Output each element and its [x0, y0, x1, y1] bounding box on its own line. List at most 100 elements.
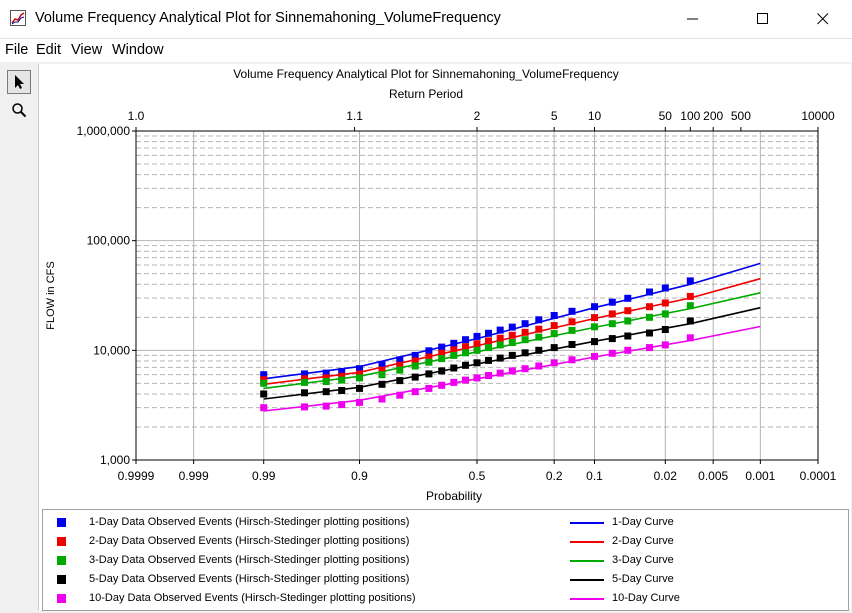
y-tick-label: 100,000	[87, 234, 131, 248]
data-point	[496, 354, 504, 362]
x-tick-label: 0.5	[469, 469, 486, 483]
data-point	[378, 371, 386, 379]
data-point	[646, 288, 653, 296]
data-point	[338, 376, 346, 384]
legend-marker	[57, 575, 66, 584]
data-point	[301, 375, 308, 383]
data-point	[550, 312, 558, 319]
pointer-tool-button[interactable]	[7, 70, 31, 94]
data-point	[496, 341, 504, 349]
data-point	[608, 349, 616, 357]
data-point	[396, 366, 404, 374]
data-point	[535, 362, 543, 370]
data-point	[686, 317, 694, 325]
legend-label: 1-Day Data Observed Events (Hirsch-Stedi…	[89, 516, 410, 528]
data-point	[473, 340, 481, 348]
close-icon	[817, 13, 829, 25]
y-tick-label: 10,000	[93, 343, 130, 357]
data-point	[438, 349, 446, 357]
chart-title: Volume Frequency Analytical Plot for Sin…	[233, 67, 619, 81]
data-point	[425, 370, 433, 378]
data-point	[396, 391, 404, 399]
zoom-tool-button[interactable]	[7, 98, 31, 122]
data-point	[438, 381, 446, 389]
data-point	[608, 320, 616, 328]
data-point	[338, 387, 346, 394]
data-point	[378, 366, 386, 374]
x-tick-label: 0.9999	[118, 469, 155, 483]
data-point	[356, 370, 363, 378]
menu-edit[interactable]: Edit	[36, 42, 61, 58]
data-point	[425, 353, 433, 361]
legend-label: 5-Day Curve	[612, 573, 674, 585]
data-point	[521, 349, 529, 357]
data-point	[591, 338, 598, 346]
chart-legend: 1-Day Data Observed Events (Hirsch-Stedi…	[42, 509, 849, 611]
top-tick-label: 1.1	[346, 109, 363, 123]
data-point	[322, 402, 330, 410]
data-point	[411, 351, 419, 359]
data-point	[301, 370, 308, 378]
data-point	[550, 330, 558, 338]
data-point	[438, 343, 446, 351]
top-tick-label: 1.0	[128, 109, 145, 123]
data-point	[624, 307, 632, 315]
data-point	[450, 364, 458, 372]
data-point	[425, 347, 433, 355]
data-point	[450, 346, 458, 354]
data-point	[508, 367, 516, 375]
y-tick-label: 1,000	[100, 453, 130, 467]
data-point	[301, 403, 308, 411]
top-tick-label: 2	[474, 109, 481, 123]
data-point	[591, 352, 598, 360]
data-point	[686, 302, 694, 310]
data-point	[508, 339, 516, 346]
data-point	[462, 349, 469, 357]
data-point	[462, 336, 469, 344]
data-point	[496, 334, 504, 342]
data-point	[686, 277, 694, 285]
data-point	[535, 333, 543, 341]
maximize-button[interactable]	[740, 0, 786, 38]
legend-marker	[57, 518, 66, 527]
data-point	[496, 326, 504, 334]
close-button[interactable]	[800, 0, 846, 38]
data-point	[260, 371, 268, 379]
data-point	[378, 380, 386, 388]
menu-file[interactable]: File	[5, 42, 29, 58]
data-point	[322, 378, 330, 385]
data-point	[485, 344, 492, 352]
legend-label: 2-Day Curve	[612, 535, 674, 547]
data-point	[462, 361, 469, 369]
data-point	[568, 318, 576, 326]
x-tick-label: 0.2	[546, 469, 563, 483]
y-tick-label: 1,000,000	[77, 124, 131, 138]
data-point	[438, 367, 446, 375]
data-point	[411, 357, 419, 365]
legend-label: 2-Day Data Observed Events (Hirsch-Stedi…	[89, 535, 410, 547]
menu-window[interactable]: Window	[112, 42, 164, 58]
legend-line	[570, 522, 604, 524]
x-tick-label: 0.005	[698, 469, 728, 483]
data-point	[260, 379, 268, 387]
data-point	[473, 359, 481, 367]
legend-line	[570, 560, 604, 562]
data-point	[550, 359, 558, 367]
data-point	[608, 335, 616, 343]
data-point	[260, 376, 268, 384]
data-point	[624, 294, 632, 302]
data-point	[260, 404, 268, 412]
legend-line	[570, 541, 604, 543]
data-point	[661, 341, 669, 349]
y-axis-label: FLOW in CFS	[45, 261, 57, 329]
data-point	[485, 329, 492, 337]
data-point	[485, 356, 492, 364]
top-tick-label: 500	[731, 109, 751, 123]
minimize-button[interactable]	[670, 0, 716, 38]
window-title: Volume Frequency Analytical Plot for Sin…	[35, 10, 501, 26]
data-point	[411, 388, 419, 396]
data-point	[322, 369, 330, 377]
top-tick-label: 10	[588, 109, 602, 123]
menu-view[interactable]: View	[71, 42, 103, 58]
